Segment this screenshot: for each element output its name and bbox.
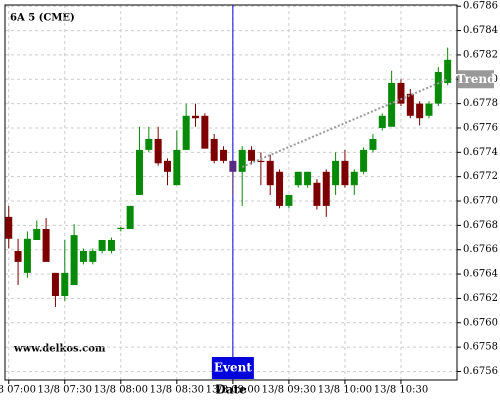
x-tick-label: 13/8 08:30 [150, 385, 204, 396]
trend-label-box [458, 70, 494, 89]
candle-body [70, 235, 78, 286]
candle-body [163, 160, 171, 172]
candle-body [360, 149, 368, 172]
y-tick-label: 0.6760 [463, 317, 498, 328]
candle-body [406, 93, 414, 116]
candle-body [117, 227, 125, 230]
x-axis-label: Date [215, 383, 247, 397]
y-tick-label: 0.6774 [463, 147, 498, 158]
y-tick-label: 0.6756 [463, 366, 498, 377]
candle-body [61, 272, 69, 296]
candle-body [238, 149, 246, 172]
y-tick-label: 0.6786 [463, 1, 498, 12]
candle-body [294, 171, 302, 186]
candle-body [378, 115, 386, 128]
candle-body [79, 250, 87, 262]
candle-body [350, 171, 358, 186]
plot-frame [4, 4, 458, 381]
y-tick-label: 0.6758 [463, 342, 498, 353]
candle-body [98, 239, 106, 251]
event-label: Event [214, 361, 252, 375]
candle-body [89, 250, 97, 262]
candle-body [425, 103, 433, 116]
candle-body [397, 82, 405, 104]
x-tick-label: 13/8 07:30 [38, 385, 92, 396]
trend-line [241, 78, 449, 168]
y-tick-label: 0.6770 [463, 196, 498, 207]
candle-body [322, 171, 330, 206]
candle-body [210, 138, 218, 161]
event-label-box [211, 357, 254, 379]
y-tick-label: 0.6772 [463, 171, 498, 182]
candle-body [173, 149, 181, 186]
candle-body [51, 272, 59, 296]
y-tick-label: 0.6762 [463, 293, 498, 304]
candle-body [434, 71, 442, 104]
candle-body [248, 149, 256, 161]
candle-body [416, 103, 424, 119]
candle-body [388, 82, 396, 127]
candle-body [192, 115, 200, 119]
candle-body [126, 205, 134, 230]
candle-body [266, 160, 274, 186]
candle-body [42, 229, 50, 262]
y-tick-label: 0.6768 [463, 220, 498, 231]
y-tick-label: 0.6766 [463, 244, 498, 255]
trend-label: Trend [456, 72, 496, 86]
y-tick-label: 0.6782 [463, 49, 498, 60]
candle-body [201, 115, 209, 149]
chart-title: 6A 5 (CME) [10, 13, 75, 24]
x-tick-label: 13/8 08:00 [94, 385, 148, 396]
candle-body [304, 171, 312, 186]
x-tick-label: 13/8 09:30 [262, 385, 316, 396]
y-tick-label: 0.6778 [463, 98, 498, 109]
candle-body [5, 216, 13, 239]
candle-body [23, 238, 31, 273]
candle-body [444, 59, 452, 83]
candle-body [229, 160, 237, 172]
y-tick-label: 0.6784 [463, 25, 498, 36]
candle-body [182, 115, 190, 150]
candle-body [220, 149, 228, 161]
candle-body [332, 160, 340, 186]
candle-body [135, 149, 143, 195]
candle-body [369, 138, 377, 150]
candle-body [276, 171, 284, 206]
x-tick-label: 13/8 10:00 [318, 385, 372, 396]
candle-body [285, 194, 293, 206]
x-tick-label: 13/8 10:30 [374, 385, 428, 396]
candle-body [14, 250, 22, 262]
y-tick-label: 0.6764 [463, 269, 498, 280]
candle-body [107, 239, 115, 251]
x-tick-label: 13/8 07:00 [0, 385, 36, 396]
x-tick-label: 13/8 09:00 [206, 385, 260, 396]
candle-body [154, 138, 162, 164]
candle-body [145, 138, 153, 150]
candle-body [33, 229, 41, 240]
y-tick-label: 0.6776 [463, 122, 498, 133]
candle-body [257, 160, 265, 163]
watermark: www.delkos.com [13, 344, 106, 355]
candle-body [341, 160, 349, 186]
candle-body [313, 182, 321, 206]
